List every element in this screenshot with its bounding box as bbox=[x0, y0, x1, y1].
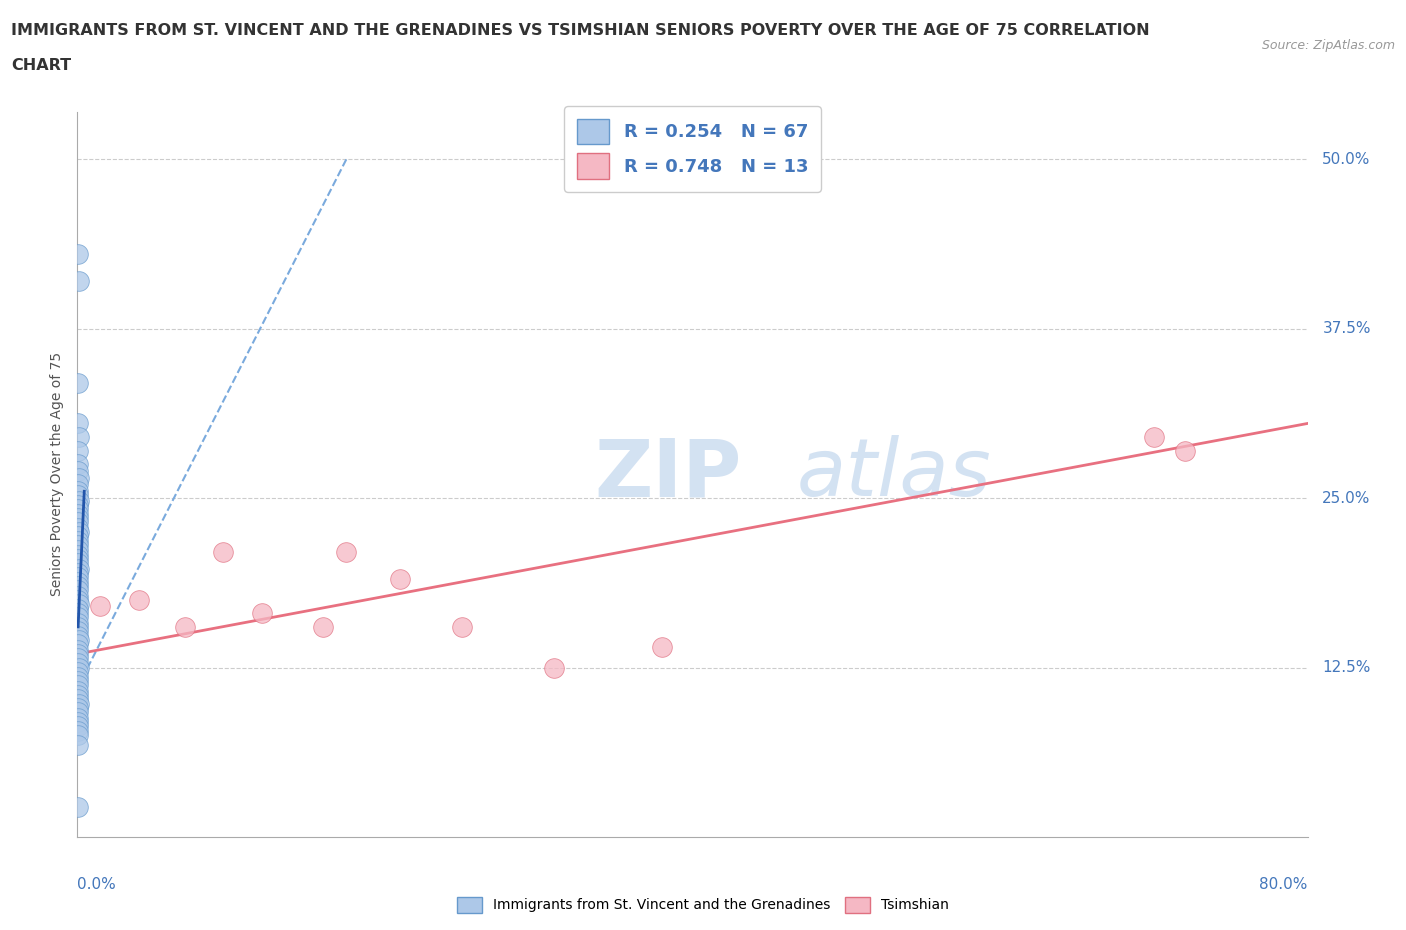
Point bbox=[212, 545, 235, 560]
Point bbox=[1143, 430, 1166, 445]
Point bbox=[67, 687, 90, 702]
Point bbox=[66, 548, 89, 563]
Point bbox=[67, 714, 90, 729]
Text: Source: ZipAtlas.com: Source: ZipAtlas.com bbox=[1261, 39, 1395, 52]
Point bbox=[66, 575, 89, 590]
Point bbox=[67, 493, 90, 508]
Point bbox=[66, 664, 89, 679]
Point bbox=[67, 538, 90, 553]
Point bbox=[335, 545, 357, 560]
Point bbox=[66, 691, 89, 706]
Point bbox=[67, 718, 90, 733]
Point bbox=[66, 588, 89, 603]
Point bbox=[66, 521, 89, 536]
Point bbox=[67, 583, 90, 598]
Legend: R = 0.254   N = 67, R = 0.748   N = 13: R = 0.254 N = 67, R = 0.748 N = 13 bbox=[564, 106, 821, 192]
Point bbox=[67, 800, 90, 815]
Point bbox=[67, 416, 90, 431]
Point bbox=[66, 605, 89, 620]
Legend: Immigrants from St. Vincent and the Grenadines, Tsimshian: Immigrants from St. Vincent and the Gren… bbox=[451, 891, 955, 919]
Point bbox=[250, 605, 273, 620]
Text: IMMIGRANTS FROM ST. VINCENT AND THE GRENADINES VS TSIMSHIAN SENIORS POVERTY OVER: IMMIGRANTS FROM ST. VINCENT AND THE GREN… bbox=[11, 23, 1150, 38]
Text: 0.0%: 0.0% bbox=[77, 877, 117, 892]
Point bbox=[67, 737, 90, 752]
Point bbox=[66, 623, 89, 638]
Point bbox=[67, 457, 90, 472]
Point bbox=[67, 471, 90, 485]
Point bbox=[67, 555, 90, 570]
Y-axis label: Seniors Poverty Over the Age of 75: Seniors Poverty Over the Age of 75 bbox=[51, 352, 65, 596]
Point bbox=[66, 724, 89, 738]
Text: ZIP: ZIP bbox=[595, 435, 741, 513]
Point bbox=[89, 599, 111, 614]
Point bbox=[67, 633, 90, 648]
Point bbox=[66, 592, 89, 607]
Point bbox=[128, 592, 150, 607]
Point bbox=[66, 569, 89, 584]
Point bbox=[66, 443, 89, 458]
Text: atlas: atlas bbox=[797, 435, 991, 513]
Point bbox=[67, 534, 90, 549]
Point bbox=[67, 700, 90, 715]
Point bbox=[66, 488, 89, 503]
Point bbox=[66, 711, 89, 725]
Point bbox=[67, 656, 90, 671]
Point bbox=[67, 619, 90, 634]
Point bbox=[66, 670, 89, 684]
Point bbox=[651, 640, 673, 655]
Point bbox=[67, 561, 90, 576]
Point bbox=[66, 728, 89, 743]
Point bbox=[67, 651, 90, 666]
Point bbox=[66, 637, 89, 652]
Point bbox=[66, 684, 89, 698]
Point bbox=[67, 673, 90, 688]
Point bbox=[66, 646, 89, 661]
Point bbox=[67, 273, 90, 288]
Point bbox=[67, 515, 90, 530]
Point bbox=[67, 678, 90, 693]
Point bbox=[66, 610, 89, 625]
Point bbox=[67, 660, 90, 675]
Point bbox=[66, 542, 89, 557]
Point bbox=[67, 507, 90, 522]
Point bbox=[67, 629, 90, 644]
Text: 25.0%: 25.0% bbox=[1323, 490, 1371, 506]
Point bbox=[66, 528, 89, 543]
Text: CHART: CHART bbox=[11, 58, 72, 73]
Point bbox=[67, 565, 90, 580]
Point bbox=[1174, 443, 1197, 458]
Text: 12.5%: 12.5% bbox=[1323, 660, 1371, 675]
Point bbox=[67, 616, 90, 631]
Point bbox=[67, 501, 90, 516]
Point bbox=[66, 463, 89, 478]
Point bbox=[67, 602, 90, 617]
Point bbox=[67, 596, 90, 611]
Point bbox=[543, 660, 565, 675]
Point bbox=[67, 430, 90, 445]
Point bbox=[66, 376, 89, 391]
Point bbox=[67, 551, 90, 566]
Text: 37.5%: 37.5% bbox=[1323, 321, 1371, 336]
Point bbox=[389, 572, 412, 587]
Point bbox=[312, 619, 335, 634]
Point bbox=[67, 477, 90, 492]
Point bbox=[67, 697, 90, 711]
Text: 80.0%: 80.0% bbox=[1260, 877, 1308, 892]
Point bbox=[67, 705, 90, 720]
Point bbox=[67, 643, 90, 658]
Point bbox=[66, 498, 89, 512]
Point bbox=[450, 619, 472, 634]
Point bbox=[67, 578, 90, 593]
Text: 50.0%: 50.0% bbox=[1323, 152, 1371, 166]
Point bbox=[174, 619, 197, 634]
Point bbox=[67, 484, 90, 498]
Point bbox=[67, 525, 90, 539]
Point bbox=[67, 246, 90, 261]
Point bbox=[66, 511, 89, 525]
